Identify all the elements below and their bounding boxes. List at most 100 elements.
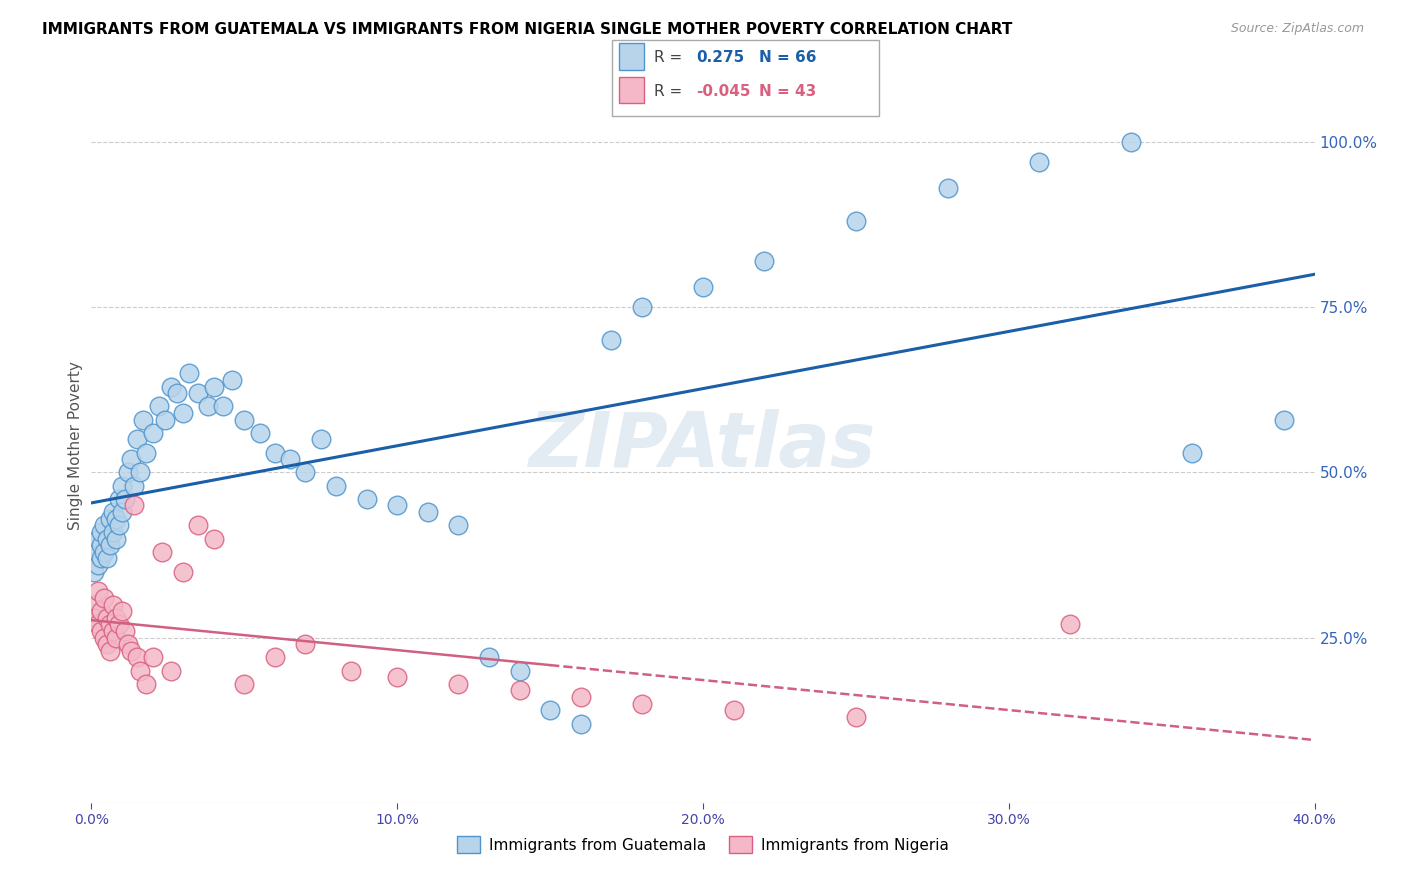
Point <box>212 400 235 414</box>
Point <box>416 505 439 519</box>
Point <box>172 406 194 420</box>
Point <box>264 445 287 459</box>
Point <box>135 445 157 459</box>
Point <box>166 386 188 401</box>
Point <box>120 452 142 467</box>
Point <box>478 650 501 665</box>
Point <box>117 466 139 480</box>
Point <box>117 637 139 651</box>
Point <box>1272 412 1295 426</box>
Point <box>127 433 149 447</box>
Point <box>96 637 118 651</box>
Point <box>325 478 347 492</box>
Point <box>86 532 108 546</box>
Point <box>936 181 959 195</box>
Point <box>83 611 105 625</box>
Point <box>111 604 134 618</box>
Point <box>294 466 316 480</box>
Point <box>160 379 183 393</box>
Point <box>135 677 157 691</box>
Point <box>447 677 470 691</box>
Point <box>111 505 134 519</box>
Point <box>101 505 124 519</box>
Point <box>153 412 176 426</box>
Point <box>122 499 145 513</box>
Point <box>104 511 127 525</box>
Point <box>104 631 127 645</box>
Point <box>538 703 561 717</box>
Text: -0.045: -0.045 <box>696 85 751 99</box>
Point <box>90 524 112 539</box>
Text: Source: ZipAtlas.com: Source: ZipAtlas.com <box>1230 22 1364 36</box>
Point <box>600 333 623 347</box>
Point <box>141 425 163 440</box>
Text: ZIPAtlas: ZIPAtlas <box>529 409 877 483</box>
Y-axis label: Single Mother Poverty: Single Mother Poverty <box>67 361 83 531</box>
Point <box>294 637 316 651</box>
Point <box>569 690 592 704</box>
Point <box>1121 135 1143 149</box>
Point <box>309 433 332 447</box>
Point <box>150 545 173 559</box>
Point <box>93 591 115 605</box>
Point <box>129 466 152 480</box>
Point <box>202 379 225 393</box>
Point <box>86 584 108 599</box>
Point <box>447 518 470 533</box>
Point <box>845 214 868 228</box>
Point <box>98 617 121 632</box>
Point <box>723 703 745 717</box>
Point <box>631 697 654 711</box>
Point <box>172 565 194 579</box>
Text: IMMIGRANTS FROM GUATEMALA VS IMMIGRANTS FROM NIGERIA SINGLE MOTHER POVERTY CORRE: IMMIGRANTS FROM GUATEMALA VS IMMIGRANTS … <box>42 22 1012 37</box>
Point <box>104 611 127 625</box>
Point <box>160 664 183 678</box>
Point <box>1059 617 1081 632</box>
Point <box>509 664 531 678</box>
Point <box>93 545 115 559</box>
Point <box>83 565 105 579</box>
Point <box>98 644 121 658</box>
Point <box>83 545 105 559</box>
Text: R =: R = <box>654 51 688 65</box>
Point <box>122 478 145 492</box>
Point <box>98 511 121 525</box>
Point <box>264 650 287 665</box>
Point <box>1028 154 1050 169</box>
Point <box>108 617 131 632</box>
Text: R =: R = <box>654 85 688 99</box>
Point <box>93 518 115 533</box>
Point <box>148 400 170 414</box>
Text: N = 66: N = 66 <box>759 51 817 65</box>
Point <box>96 532 118 546</box>
Point <box>114 491 136 506</box>
Text: N = 43: N = 43 <box>759 85 817 99</box>
Point <box>108 518 131 533</box>
Point <box>83 598 105 612</box>
Point <box>692 280 714 294</box>
Point <box>90 604 112 618</box>
Point <box>90 551 112 566</box>
Point <box>101 624 124 638</box>
Point <box>104 532 127 546</box>
Point <box>221 373 243 387</box>
Point <box>129 664 152 678</box>
Point <box>101 524 124 539</box>
Point <box>98 538 121 552</box>
Point <box>340 664 363 678</box>
Point <box>278 452 301 467</box>
Point <box>86 617 108 632</box>
Point <box>187 518 209 533</box>
Point <box>569 716 592 731</box>
Point <box>111 478 134 492</box>
Legend: Immigrants from Guatemala, Immigrants from Nigeria: Immigrants from Guatemala, Immigrants fr… <box>451 830 955 859</box>
Point <box>90 538 112 552</box>
Point <box>187 386 209 401</box>
Point <box>249 425 271 440</box>
Point <box>202 532 225 546</box>
Point <box>101 598 124 612</box>
Point <box>127 650 149 665</box>
Point <box>90 624 112 638</box>
Point <box>96 551 118 566</box>
Point <box>114 624 136 638</box>
